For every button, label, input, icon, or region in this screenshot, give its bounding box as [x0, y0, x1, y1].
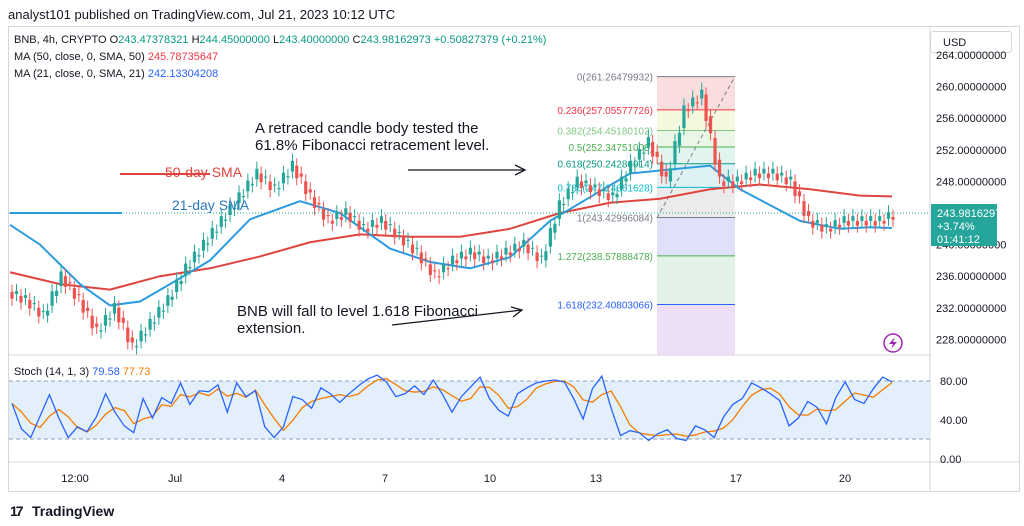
ma21-value: 242.13304208	[147, 68, 219, 80]
tradingview-logo-icon: 17	[10, 503, 24, 519]
currency-button[interactable]: USD	[930, 31, 1012, 53]
symbol-legend: BNB, 4h, CRYPTO O243.47378321 H244.45000…	[14, 34, 547, 46]
stoch-legend: Stoch (14, 1, 3) 79.58 77.73	[14, 366, 151, 378]
change-value: +0.50827379 (+0.21%)	[433, 34, 547, 46]
open-value: 243.47378321	[118, 34, 189, 46]
stoch-d-value: 77.73	[122, 366, 151, 378]
chart-frame[interactable]	[8, 26, 1020, 492]
symbol-name: BNB, 4h, CRYPTO	[14, 34, 107, 46]
tradingview-logo[interactable]: 17 TradingView	[10, 503, 114, 519]
stoch-k-value: 79.58	[92, 366, 120, 378]
ma50-value: 245.78735647	[147, 51, 219, 63]
ma21-legend: MA (21, close, 0, SMA, 21) 242.13304208	[14, 68, 219, 80]
low-value: 243.40000000	[279, 34, 350, 46]
publish-header: analyst101 published on TradingView.com,…	[0, 0, 1024, 30]
high-value: 244.45000000	[199, 34, 270, 46]
footer: 17 TradingView	[0, 494, 1024, 526]
publish-info: analyst101 published on TradingView.com,…	[8, 7, 396, 22]
close-value: 243.98162973	[360, 34, 431, 46]
tradingview-brand: TradingView	[32, 503, 115, 519]
ma50-legend: MA (50, close, 0, SMA, 50) 245.78735647	[14, 51, 219, 63]
